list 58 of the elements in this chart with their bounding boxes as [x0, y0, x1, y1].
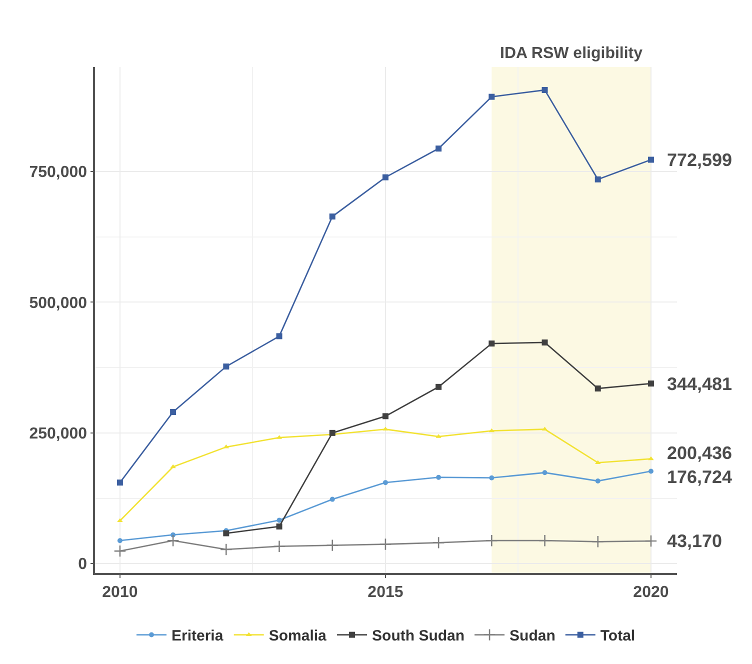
- point: [542, 87, 548, 93]
- data-label: 43,170: [667, 531, 722, 551]
- point: [488, 340, 495, 347]
- data-label: 176,724: [667, 467, 732, 487]
- legend-label: Somalia: [268, 628, 328, 645]
- x-tick-label: 2010: [102, 584, 138, 601]
- data-label: 772,599: [667, 150, 732, 170]
- legend-label: South Sudan: [372, 628, 465, 645]
- point: [382, 413, 388, 420]
- point: [432, 536, 445, 549]
- x-tick-label: 2015: [368, 584, 404, 601]
- data-label: 200,436: [667, 443, 732, 463]
- point: [595, 478, 600, 484]
- point: [542, 470, 548, 476]
- point: [276, 518, 282, 523]
- point: [117, 538, 122, 544]
- point: [330, 496, 335, 502]
- point: [170, 409, 176, 415]
- point: [382, 480, 388, 486]
- point: [326, 539, 339, 552]
- point: [170, 464, 176, 468]
- point: [273, 540, 286, 553]
- band-label: IDA RSW eligibility: [500, 45, 643, 62]
- point: [648, 468, 654, 474]
- point: [644, 534, 658, 548]
- y-tick-label: 750,000: [29, 164, 88, 182]
- point: [276, 333, 282, 340]
- point: [382, 174, 388, 180]
- point: [436, 146, 442, 152]
- point: [489, 475, 494, 480]
- point: [223, 364, 230, 370]
- legend-label: Eriteria: [172, 628, 224, 645]
- point: [594, 176, 601, 182]
- point: [592, 535, 604, 548]
- point: [436, 384, 442, 390]
- point: [542, 339, 548, 346]
- point: [594, 385, 601, 392]
- data-label: 344,481: [667, 374, 732, 394]
- point: [648, 456, 654, 460]
- point: [485, 534, 498, 547]
- point: [114, 544, 126, 558]
- point: [379, 538, 392, 550]
- x-tick-label: 2020: [633, 584, 669, 601]
- point: [329, 214, 336, 220]
- point: [648, 156, 654, 163]
- legend-label: Total: [600, 628, 636, 645]
- point: [220, 543, 232, 556]
- point: [166, 534, 180, 547]
- point: [276, 523, 282, 530]
- point: [488, 94, 495, 100]
- point: [436, 474, 442, 480]
- legend-label: Sudan: [510, 628, 556, 645]
- y-tick-label: 0: [78, 556, 88, 574]
- y-tick-label: 250,000: [29, 426, 88, 443]
- point: [223, 530, 230, 536]
- point: [648, 380, 654, 387]
- y-tick-label: 500,000: [29, 294, 88, 312]
- point: [116, 480, 123, 486]
